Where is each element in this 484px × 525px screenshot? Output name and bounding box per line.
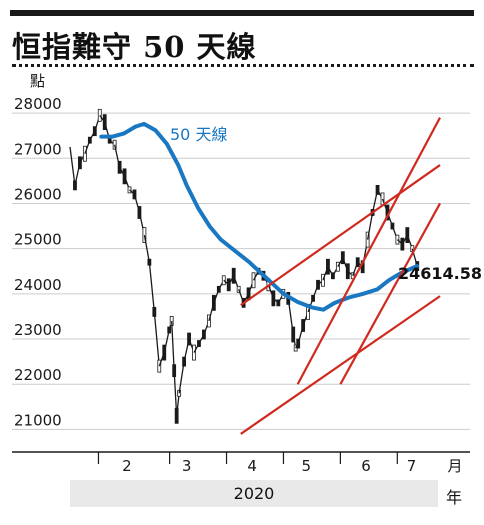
x-tick-label: 2: [122, 457, 132, 475]
trend-line: [339, 202, 441, 385]
y-tick-label: 28000: [14, 95, 62, 113]
x-axis-unit: 月: [447, 457, 462, 475]
price-segment: [171, 320, 175, 371]
price-segment: [69, 146, 76, 186]
x-tick-label: 5: [301, 457, 311, 475]
y-tick-label: 24000: [14, 276, 62, 294]
chart-title: 恒指難守 50 天線: [12, 30, 257, 64]
last-close-label: 24614.58: [398, 264, 482, 283]
price-segment: [148, 262, 155, 312]
x-tick-label: 7: [407, 457, 417, 475]
y-axis-unit: 點: [30, 72, 46, 90]
trend-line: [296, 117, 441, 385]
y-tick-label: 26000: [14, 185, 62, 203]
price-segment: [153, 311, 160, 367]
x-tick-label: 4: [247, 457, 257, 475]
price-segment: [178, 361, 185, 394]
ma50-label: 50 天線: [170, 125, 227, 144]
trend-line: [240, 164, 441, 307]
year-unit: 年: [446, 488, 463, 507]
ma50-line: [99, 121, 420, 312]
y-tick-label: 22000: [14, 366, 62, 384]
y-tick-label: 27000: [14, 140, 62, 158]
y-tick-label: 21000: [14, 411, 62, 429]
year-label: 2020: [233, 484, 275, 503]
x-tick-label: 3: [182, 457, 192, 475]
x-tick-label: 6: [361, 457, 371, 475]
dotted-divider: [12, 64, 474, 67]
y-tick-label: 23000: [14, 321, 62, 339]
y-tick-label: 25000: [14, 231, 62, 249]
price-segment: [176, 393, 180, 416]
price-segment: [163, 329, 170, 353]
price-segment: [366, 212, 374, 240]
top-rule: [10, 10, 474, 16]
trend-line: [240, 295, 441, 435]
year-band: [70, 480, 438, 507]
price-segment: [143, 234, 151, 263]
